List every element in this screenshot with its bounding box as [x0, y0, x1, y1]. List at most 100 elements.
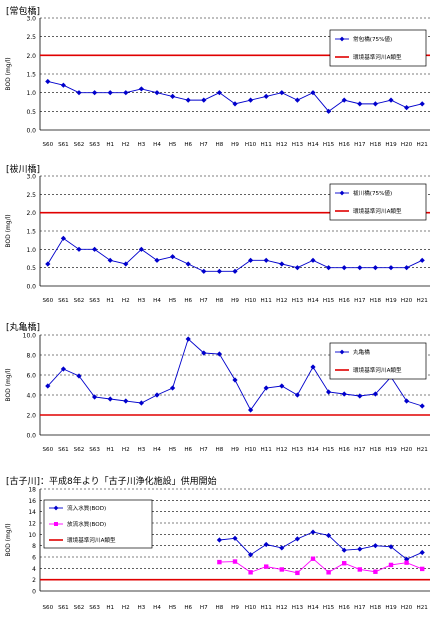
x-tick-label: H16	[339, 298, 351, 304]
x-tick-label: H19	[385, 142, 397, 148]
legend-box	[329, 183, 427, 221]
x-tick-label: H15	[323, 447, 335, 453]
y-tick-label: 0	[32, 589, 36, 596]
x-tick-label: H1	[106, 298, 114, 304]
data-point	[92, 394, 98, 400]
x-tick-label: H13	[292, 298, 304, 304]
x-tick-label: H10	[245, 605, 257, 611]
y-tick-label: 3.0	[26, 174, 36, 181]
data-point	[279, 261, 285, 267]
data-point	[123, 90, 129, 96]
x-tick-label: H10	[245, 447, 257, 453]
y-tick-label: 1.0	[26, 247, 36, 254]
legend-label: 流入水質(BOD)	[67, 504, 106, 512]
data-point	[92, 246, 98, 252]
legend-label: 祓川橋(75%値)	[353, 189, 392, 197]
data-point	[123, 398, 129, 404]
x-tick-label: H21	[417, 447, 429, 453]
data-point	[404, 398, 410, 404]
data-point	[388, 265, 394, 271]
x-tick-label: H8	[216, 447, 224, 453]
chart-2-title: [祓川橋]	[6, 165, 41, 175]
data-point	[357, 567, 362, 572]
data-point	[170, 93, 176, 99]
data-point	[310, 529, 316, 535]
x-tick-label: H15	[323, 605, 335, 611]
x-tick-label: H1	[106, 605, 114, 611]
x-tick-label: H13	[292, 605, 304, 611]
legend-box	[329, 29, 427, 67]
data-point	[76, 373, 82, 379]
data-point	[341, 265, 347, 271]
x-tick-label: H4	[153, 605, 161, 611]
x-tick-label: H19	[385, 447, 397, 453]
data-point	[404, 560, 409, 565]
legend-marker	[339, 190, 345, 196]
x-tick-label: H13	[292, 142, 304, 148]
y-tick-label: 6.0	[26, 373, 36, 380]
x-tick-label: H12	[276, 447, 287, 453]
chart-4-title: [古子川]：平成8年より「古子川浄化施設」供用開始	[6, 477, 217, 487]
data-point	[279, 90, 285, 96]
x-tick-label: H18	[370, 142, 382, 148]
x-tick-label: H12	[276, 298, 287, 304]
y-tick-label: 0.0	[26, 128, 36, 135]
x-tick-label: H5	[169, 605, 177, 611]
data-point	[420, 566, 425, 572]
x-tick-label: S62	[74, 298, 85, 304]
x-tick-label: H9	[231, 142, 239, 148]
data-point	[248, 407, 254, 413]
data-point	[92, 90, 98, 96]
x-tick-label: H11	[261, 447, 273, 453]
data-point	[201, 97, 207, 103]
data-point	[310, 257, 316, 263]
x-tick-label: H2	[122, 142, 130, 148]
data-point	[294, 536, 300, 542]
data-point	[404, 265, 410, 271]
x-tick-label: H20	[401, 447, 413, 453]
x-tick-label: H8	[216, 298, 224, 304]
data-point	[279, 567, 284, 572]
data-point	[263, 541, 269, 548]
data-point	[76, 90, 82, 96]
y-tick-label: 0.5	[26, 265, 36, 272]
data-point	[232, 535, 238, 541]
data-point	[60, 235, 66, 241]
series-line	[47, 81, 423, 112]
y-tick-label: 8	[32, 543, 36, 550]
x-tick-label: H11	[261, 142, 273, 148]
y-tick-label: 8.0	[26, 353, 36, 360]
x-tick-label: H6	[184, 142, 192, 148]
legend-label: 放流水質(BOD)	[67, 520, 106, 528]
data-point	[372, 543, 378, 549]
x-tick-label: H5	[169, 142, 177, 148]
data-point	[310, 556, 316, 561]
legend-marker	[339, 349, 345, 355]
legend-marker	[339, 36, 345, 42]
x-tick-label: H2	[122, 605, 130, 611]
x-tick-label: H1	[106, 142, 114, 148]
y-tick-label: 6	[32, 555, 36, 562]
x-tick-label: H7	[200, 142, 208, 148]
y-tick-label: 2.5	[26, 192, 36, 199]
x-tick-label: H14	[307, 605, 319, 611]
x-tick-label: H6	[184, 447, 192, 453]
x-tick-label: S62	[74, 142, 85, 148]
x-tick-label: S60	[42, 605, 53, 611]
legend-label: 環境基準河川A類型	[353, 207, 402, 215]
x-tick-label: H7	[200, 605, 208, 611]
x-tick-label: H17	[354, 605, 366, 611]
data-point	[216, 351, 222, 357]
data-point	[107, 90, 113, 96]
x-tick-label: H4	[153, 447, 161, 453]
x-tick-label: S62	[74, 447, 85, 453]
data-point	[373, 569, 378, 574]
x-tick-label: H4	[153, 298, 161, 304]
data-point	[76, 246, 82, 252]
data-point	[138, 246, 144, 252]
x-tick-label: H17	[354, 447, 366, 453]
x-tick-label: H8	[216, 142, 224, 148]
data-point	[419, 257, 425, 263]
y-tick-label: 14	[28, 509, 36, 516]
y-tick-label: 3.0	[26, 16, 36, 23]
